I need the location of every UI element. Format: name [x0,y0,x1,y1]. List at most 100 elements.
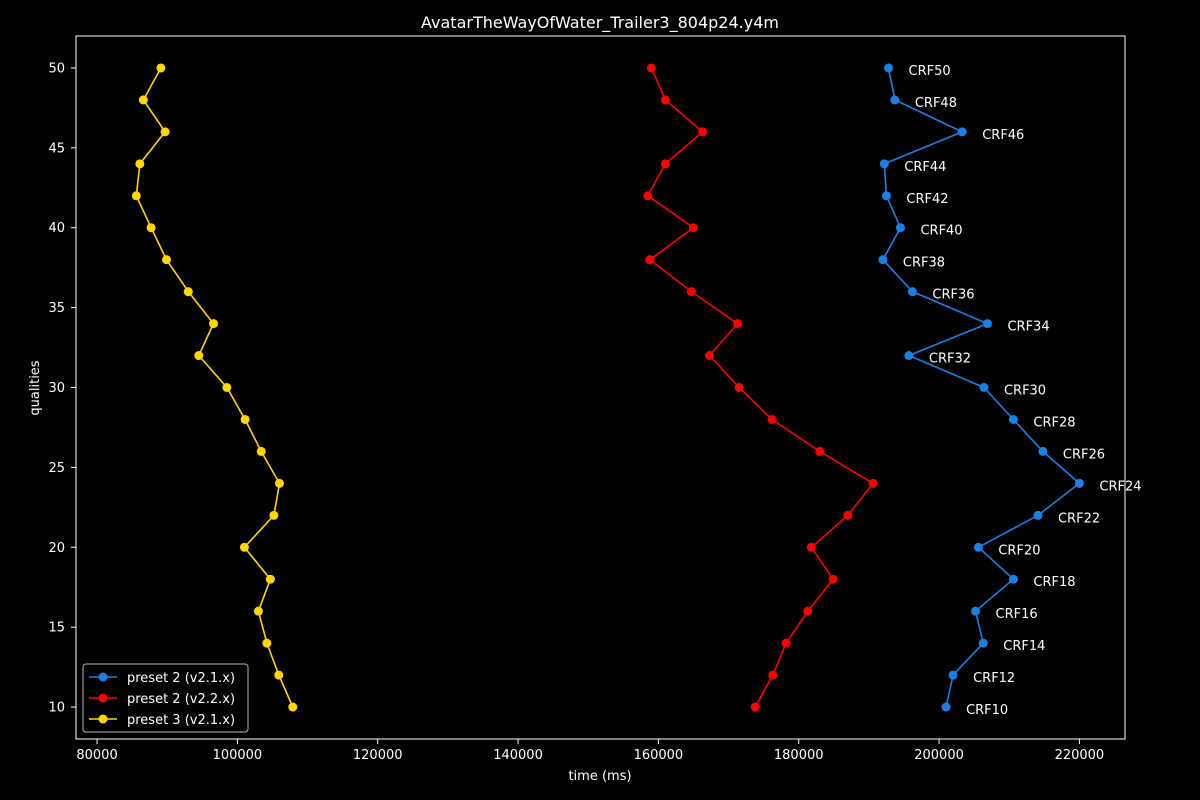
crf-label: CRF18 [1033,575,1075,590]
data-point [890,95,900,105]
crf-label: CRF44 [904,160,946,175]
data-point [803,606,813,616]
crf-label: CRF32 [929,352,971,367]
x-tick-label: 140000 [493,748,543,763]
y-tick-label: 25 [48,461,65,476]
data-point [138,95,148,105]
y-axis: 10 15 20 25 30 35 40 45 50 [48,61,76,716]
data-point [904,351,914,361]
x-tick-label: 220000 [1055,748,1105,763]
crf-label: CRF42 [906,192,948,207]
data-point [750,702,760,712]
data-point [957,127,967,137]
data-point [884,63,894,73]
point-labels: CRF10 CRF12 CRF14 CRF16 CRF18 CRF20 CRF22 CRF24… [903,64,1142,718]
crf-label: CRF38 [903,256,945,271]
data-point [973,542,983,552]
data-point [269,510,279,520]
data-point [971,606,981,616]
data-point [941,702,951,712]
crf-label: CRF34 [1007,320,1049,335]
data-point [806,542,816,552]
data-point [768,670,778,680]
data-point [781,638,791,648]
crf-label: CRF46 [982,128,1024,143]
data-point [222,383,232,392]
y-tick-label: 20 [48,541,65,556]
legend-marker [98,672,108,682]
y-tick-label: 40 [48,221,65,236]
data-point [979,383,989,392]
legend-label: preset 2 (v2.1.x) [127,671,235,686]
x-tick-label: 180000 [774,748,824,763]
data-point [868,478,878,488]
data-point [843,510,853,520]
data-point [156,63,166,73]
data-point [256,446,266,456]
data-point [194,351,204,361]
crf-label: CRF22 [1058,511,1100,526]
data-point [982,319,992,329]
data-point [698,127,708,137]
chart-title: AvatarTheWayOfWater_Trailer3_804p24.y4m [421,13,779,33]
x-axis-label: time (ms) [568,769,631,784]
data-point [660,159,670,169]
legend-label: preset 3 (v2.1.x) [127,713,235,728]
data-point [643,191,653,201]
y-tick-label: 10 [48,701,65,716]
legend: preset 2 (v2.1.x) preset 2 (v2.2.x) preset… [82,663,249,733]
legend-label: preset 2 (v2.2.x) [127,692,235,707]
crf-label: CRF36 [932,288,974,303]
data-point [1008,574,1018,584]
data-point [879,159,889,169]
data-point [907,287,917,297]
y-tick-label: 15 [48,621,65,636]
data-point [1008,414,1018,424]
data-point [160,127,170,137]
crf-label: CRF20 [998,543,1040,558]
x-tick-label: 200000 [914,748,964,763]
data-point [146,223,156,233]
data-point [645,255,655,265]
data-point [815,446,825,456]
data-point [734,383,744,392]
data-point [881,191,891,201]
crf-label: CRF16 [996,607,1038,622]
data-point [828,574,838,584]
x-axis: 80000 100000 120000 140000 160000 180000 20000… [76,739,1104,763]
legend-marker [98,714,108,724]
y-tick-label: 35 [48,301,65,316]
data-point [705,351,715,361]
y-axis-label: qualities [28,360,43,415]
y-tick-label: 45 [48,141,65,156]
data-point [733,319,743,329]
data-point [274,478,284,488]
crf-label: CRF10 [966,703,1008,718]
crf-label: CRF40 [920,224,962,239]
data-point [262,638,272,648]
data-point [162,255,172,265]
legend-box [82,663,249,733]
data-point [895,223,905,233]
x-tick-label: 80000 [76,748,117,763]
crf-label: CRF12 [973,671,1015,686]
legend-marker [98,693,108,703]
data-point [240,414,250,424]
crf-label: CRF28 [1033,415,1075,430]
data-point [948,670,958,680]
crf-label: CRF50 [909,64,951,79]
data-point [767,414,777,424]
y-tick-label: 50 [48,61,65,76]
crf-label: CRF30 [1004,384,1046,399]
data-point [646,63,656,73]
data-point [686,287,696,297]
data-point [253,606,263,616]
data-point [209,319,219,329]
x-tick-label: 100000 [213,748,263,763]
crf-label: CRF24 [1099,479,1141,494]
data-point [274,670,284,680]
series-layer [131,63,1084,712]
x-tick-label: 160000 [634,748,684,763]
data-point [288,702,298,712]
